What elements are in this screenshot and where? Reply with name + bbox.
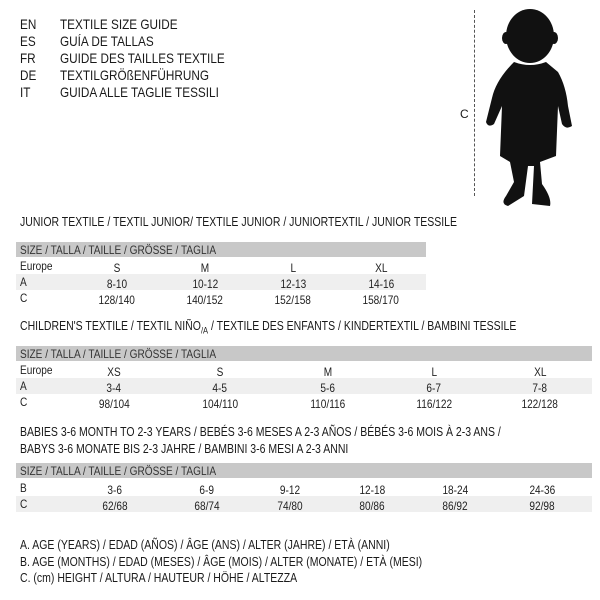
table-cell: 122/128 <box>521 397 559 411</box>
table-cell: 98/104 <box>98 397 130 411</box>
table-cell: 9-12 <box>279 483 301 497</box>
lang-code: EN <box>20 16 37 32</box>
row-label: C <box>20 291 28 305</box>
table-cell: S <box>216 365 224 379</box>
table-cell: L <box>290 261 296 275</box>
table-cell: 74/80 <box>277 499 303 513</box>
table-cell: 92/98 <box>529 499 555 513</box>
table-cell: 3-6 <box>107 483 123 497</box>
babies-title-line2: BABYS 3-6 MONATE BIS 2-3 JAHRE / BAMBINI… <box>20 442 349 456</box>
table-cell: 62/68 <box>102 499 128 513</box>
lang-title: GUIDA ALLE TAGLIE TESSILI <box>60 84 219 100</box>
table-cell: 128/140 <box>98 293 136 307</box>
lang-title: TEXTILGRÖßENFÜHRUNG <box>60 67 209 83</box>
table-cell: 140/152 <box>186 293 224 307</box>
table-cell: 6-7 <box>426 381 442 395</box>
row-label: B <box>20 481 27 495</box>
lang-title: GUIDE DES TAILLES TEXTILE <box>60 50 225 66</box>
table-cell: 12-13 <box>280 277 306 291</box>
row-label: Europe <box>20 363 53 377</box>
table-cell: 116/122 <box>416 397 452 411</box>
height-measure-line <box>474 10 475 196</box>
table-cell: M <box>323 365 333 379</box>
legend-b: B. AGE (MONTHS) / EDAD (MESES) / ÂGE (MO… <box>20 555 423 569</box>
table-cell: 14-16 <box>368 277 394 291</box>
row-label: C <box>20 497 28 511</box>
table-cell: 10-12 <box>192 277 218 291</box>
lang-title: TEXTILE SIZE GUIDE <box>60 16 178 32</box>
table-cell: 152/158 <box>274 293 312 307</box>
table-cell: L <box>431 365 437 379</box>
table-cell: 24-36 <box>529 483 555 497</box>
lang-code: ES <box>20 33 36 49</box>
row-label: C <box>20 395 28 409</box>
table-cell: XL <box>374 261 388 275</box>
table-cell: XS <box>107 365 121 379</box>
table-cell: 8-10 <box>106 277 128 291</box>
children-title: CHILDREN'S TEXTILE / TEXTIL NIÑO/A / TEX… <box>20 319 517 336</box>
legend-c: C. (cm) HEIGHT / ALTURA / HAUTEUR / HÖHE… <box>20 571 298 585</box>
babies-size-header: SIZE / TALLA / TAILLE / GRÖSSE / TAGLIA <box>16 463 592 478</box>
babies-title-line1: BABIES 3-6 MONTH TO 2-3 YEARS / BEBÉS 3-… <box>20 425 501 439</box>
legend-a: A. AGE (YEARS) / EDAD (AÑOS) / ÂGE (ANS)… <box>20 538 390 552</box>
child-silhouette-icon <box>486 9 572 206</box>
height-label: C <box>460 107 469 121</box>
table-cell: 4-5 <box>212 381 228 395</box>
table-cell: 86/92 <box>442 499 468 513</box>
table-cell: 12-18 <box>359 483 385 497</box>
lang-code: DE <box>20 67 37 83</box>
table-cell: 3-4 <box>106 381 122 395</box>
table-cell: XL <box>533 365 547 379</box>
table-cell: 104/110 <box>202 397 238 411</box>
row-label: A <box>20 275 27 289</box>
table-cell: S <box>113 261 121 275</box>
table-cell: 6-9 <box>199 483 215 497</box>
table-cell: 110/116 <box>310 397 346 411</box>
lang-code: IT <box>20 84 31 100</box>
table-cell: 158/170 <box>362 293 400 307</box>
table-cell: 80/86 <box>359 499 385 513</box>
junior-size-header: SIZE / TALLA / TAILLE / GRÖSSE / TAGLIA <box>16 242 426 257</box>
lang-code: FR <box>20 50 36 66</box>
row-label: Europe <box>20 259 53 273</box>
lang-title: GUÍA DE TALLAS <box>60 33 154 49</box>
children-size-header: SIZE / TALLA / TAILLE / GRÖSSE / TAGLIA <box>16 346 592 361</box>
table-cell: 68/74 <box>194 499 220 513</box>
table-cell: M <box>200 261 210 275</box>
table-cell: 5-6 <box>320 381 336 395</box>
junior-title: JUNIOR TEXTILE / TEXTIL JUNIOR/ TEXTILE … <box>20 215 458 229</box>
row-label: A <box>20 379 27 393</box>
table-cell: 7-8 <box>532 381 548 395</box>
table-cell: 18-24 <box>442 483 468 497</box>
